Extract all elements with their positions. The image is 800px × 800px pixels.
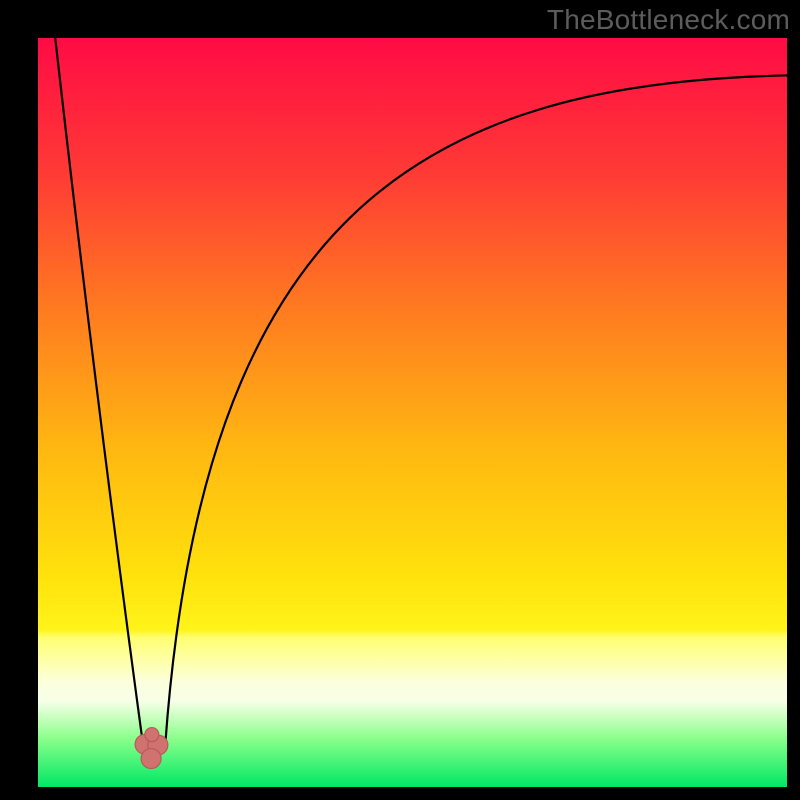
valley-blob: [141, 749, 161, 769]
frame-right: [787, 0, 800, 800]
plot-svg: [0, 0, 800, 800]
figure-root: TheBottleneck.com: [0, 0, 800, 800]
gradient-background: [38, 38, 787, 787]
frame-bottom: [0, 787, 800, 800]
watermark-text: TheBottleneck.com: [547, 4, 790, 36]
frame-left: [0, 0, 38, 800]
valley-blob: [145, 728, 159, 742]
